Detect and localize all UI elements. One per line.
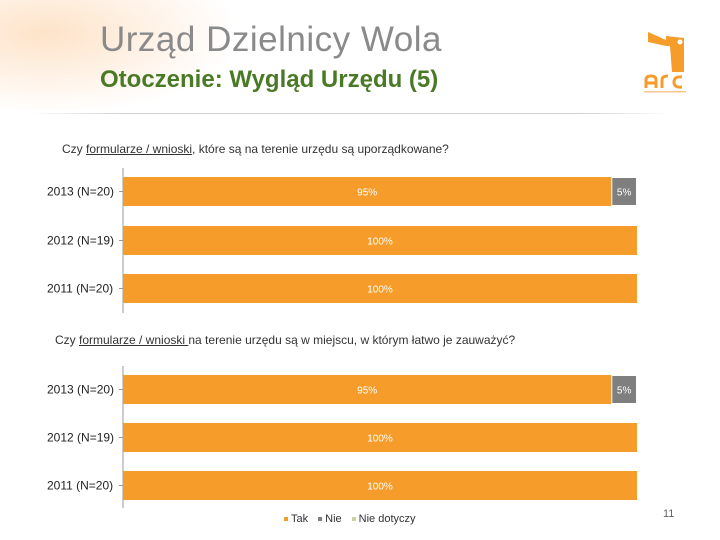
chart-1-data-label: 100%: [367, 285, 393, 296]
legend-label-nie: Nie: [325, 513, 342, 525]
chart-1-category-label: 2011 (N=20): [47, 282, 113, 296]
arc-wordmark-icon: [644, 74, 683, 89]
chart-1-data-label: 5%: [617, 188, 632, 199]
lighthouse-icon: [648, 32, 684, 72]
chart-1-bar-tak: [123, 274, 637, 303]
slide-title: Urząd Dzielnicy Wola: [100, 20, 442, 59]
question-2: Czy formularze / wnioski na terenie urzę…: [55, 333, 515, 347]
legend-item-tak: Tak: [284, 513, 308, 525]
question-2-suffix: na terenie urzędu są w miejscu, w którym…: [188, 333, 516, 347]
chart-1-category-label: 2013 (N=20): [47, 185, 114, 199]
legend-swatch-tak: [284, 517, 288, 521]
arc-lighthouse-logo-icon: [644, 32, 686, 93]
page-number: 11: [663, 508, 675, 520]
question-1-prefix: Czy: [62, 142, 86, 156]
header-background-glow: [0, 0, 230, 110]
question-2-underlined: formularze / wnioski: [79, 333, 189, 347]
legend-item-nie: Nie: [318, 513, 342, 525]
legend-item-nie-dotyczy: Nie dotyczy: [351, 513, 416, 525]
question-1-suffix: , które są na terenie urzędu są uporządk…: [192, 142, 449, 156]
chart-1-bar-tak: [123, 226, 637, 255]
header-divider: [30, 113, 672, 114]
chart-1-data-label: 100%: [367, 237, 393, 248]
question-2-prefix: Czy: [55, 333, 79, 347]
chart-1-bar-outline: [611, 177, 637, 206]
legend-swatch-nie: [318, 517, 323, 521]
legend: Tak Nie Nie dotyczy: [284, 513, 416, 525]
chart-1-bar-tak: [123, 177, 612, 206]
chart-1-category-label: 2012 (N=19): [47, 234, 114, 248]
question-1: Czy formularze / wnioski, które są na te…: [62, 142, 449, 156]
legend-label-nie-dotyczy: Nie dotyczy: [358, 513, 416, 525]
chart-1-bar-nie: [611, 177, 637, 206]
chart-1-data-label: 95%: [357, 188, 377, 199]
legend-swatch-nie-dotyczy: [351, 517, 356, 521]
question-1-underlined: formularze / wnioski: [86, 142, 193, 156]
slide-subtitle: Otoczenie: Wygląd Urzędu (5): [100, 66, 439, 93]
legend-label-tak: Tak: [291, 513, 309, 525]
